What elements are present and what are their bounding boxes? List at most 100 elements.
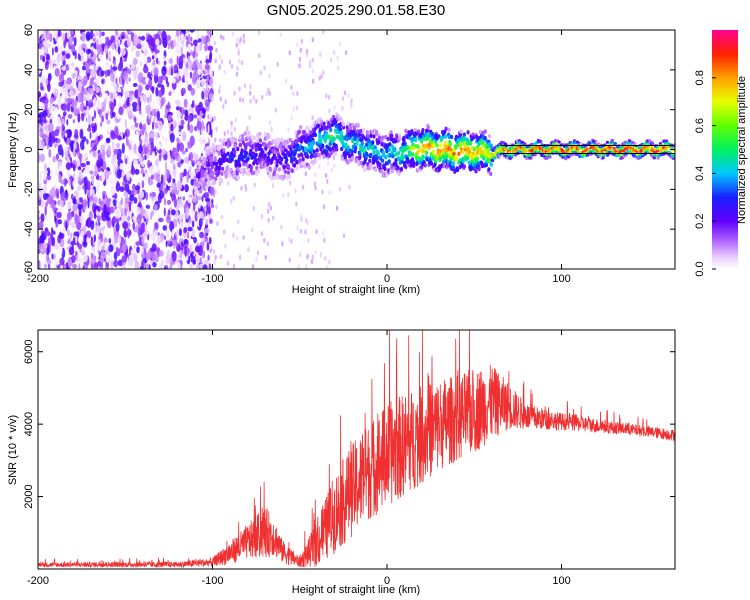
spectrogram-noise-cell bbox=[116, 153, 120, 161]
spectrogram-noise-cell bbox=[182, 75, 185, 82]
spectrogram-signal-cell bbox=[288, 137, 292, 143]
spectrogram-noise-cell bbox=[176, 179, 183, 191]
spectrogram-noise-cell bbox=[167, 101, 171, 112]
spectrogram-faint-cell bbox=[332, 155, 336, 161]
spectrogram-signal-cell bbox=[288, 174, 292, 179]
spectrogram-signal-cell bbox=[370, 165, 374, 170]
spectrogram-noise-cell bbox=[145, 191, 148, 201]
spectrogram-noise-cell bbox=[77, 113, 81, 123]
spectrogram-faint-cell bbox=[211, 97, 214, 103]
spectrogram-faint-cell bbox=[233, 126, 236, 132]
spectrogram-noise-cell bbox=[107, 145, 111, 156]
spectrogram-faint-cell bbox=[314, 249, 317, 255]
spectrogram-signal-cell bbox=[366, 133, 370, 139]
spectrogram-signal-cell bbox=[205, 185, 209, 190]
spectrogram-noise-cell bbox=[155, 57, 159, 65]
spectrogram-noise-cell bbox=[149, 197, 152, 209]
spectrogram-signal-cell bbox=[490, 158, 495, 163]
spectrogram-faint-cell bbox=[215, 126, 218, 132]
spectrogram-noise-cell bbox=[163, 266, 168, 269]
spectrogram-noise-cell bbox=[41, 34, 45, 40]
spectrogram-noise-cell bbox=[96, 210, 99, 216]
spectrogram-faint-cell bbox=[320, 73, 323, 79]
spectrogram-faint-cell bbox=[280, 224, 283, 230]
spectrogram-signal-cell bbox=[457, 151, 461, 156]
spectrogram-noise-cell bbox=[76, 158, 80, 167]
spectrogram-noise-cell bbox=[126, 138, 130, 147]
spectrogram-noise-cell bbox=[154, 116, 158, 124]
spectrogram-faint-cell bbox=[290, 84, 293, 90]
spectrogram-noise-cell bbox=[45, 136, 49, 146]
spectrogram-noise-cell bbox=[157, 90, 163, 97]
spectrogram-noise-cell bbox=[194, 52, 199, 58]
spectrogram-faint-cell bbox=[251, 264, 255, 269]
spectrogram-noise-cell bbox=[123, 70, 128, 82]
spectrogram-noise-cell bbox=[60, 179, 65, 185]
spectrogram-noise-cell bbox=[73, 231, 80, 236]
spectrogram-noise-cell bbox=[100, 86, 105, 93]
spectrogram-noise-cell bbox=[49, 97, 54, 104]
spectrogram-faint-cell bbox=[255, 98, 258, 104]
spectrogram-faint-cell bbox=[328, 259, 331, 265]
spectrogram-noise-cell bbox=[95, 221, 98, 227]
spectrogram-signal-cell bbox=[202, 157, 206, 162]
spectrogram-noise-cell bbox=[144, 132, 149, 143]
spectrogram-signal-cell bbox=[238, 142, 242, 148]
spectrogram-noise-cell bbox=[97, 266, 101, 269]
spectrogram-noise-cell bbox=[43, 174, 47, 182]
spectrogram-faint-cell bbox=[292, 106, 295, 112]
spectrogram-signal-cell bbox=[339, 117, 343, 122]
spectrogram-noise-cell bbox=[119, 162, 125, 170]
spectrogram-noise-cell bbox=[116, 195, 122, 201]
spectrogram-noise-cell bbox=[104, 169, 110, 180]
spectrogram-noise-cell bbox=[71, 255, 76, 263]
spectrogram-signal-cell bbox=[280, 157, 284, 162]
spectrogram-signal-cell bbox=[252, 170, 256, 176]
spectrogram-noise-cell bbox=[128, 143, 132, 151]
spectrogram-faint-cell bbox=[224, 243, 227, 249]
spectrogram-noise-cell bbox=[133, 69, 138, 80]
spectrogram-noise-cell bbox=[47, 109, 50, 117]
spectrogram-noise-cell bbox=[49, 103, 53, 115]
spectrogram-noise-cell bbox=[64, 132, 68, 138]
spectrogram-signal-cell bbox=[489, 143, 493, 149]
spectrogram-noise-cell bbox=[161, 30, 167, 41]
spectrogram-noise-cell bbox=[80, 171, 84, 180]
spectrogram-noise-cell bbox=[138, 231, 141, 238]
spectrogram-signal-cell bbox=[557, 140, 561, 144]
spectrogram-noise-cell bbox=[117, 135, 122, 141]
spectrogram-noise-cell bbox=[40, 213, 45, 223]
spectrogram-signal-cell bbox=[198, 180, 202, 185]
spectrogram-faint-cell bbox=[304, 229, 307, 235]
spectrogram-noise-cell bbox=[123, 190, 127, 197]
spectrogram-noise-cell bbox=[190, 178, 194, 186]
spectrogram-noise-cell bbox=[151, 86, 155, 94]
spectrogram-faint-cell bbox=[248, 115, 251, 121]
spectrogram-signal-cell bbox=[274, 167, 278, 172]
spectrogram-faint-cell bbox=[300, 214, 303, 220]
spectrogram-noise-cell bbox=[52, 155, 56, 163]
spectrogram-faint-cell bbox=[256, 250, 260, 256]
spectrogram-faint-cell bbox=[227, 180, 230, 186]
spectrogram-faint-cell bbox=[241, 97, 245, 103]
spectrogram-noise-cell bbox=[105, 112, 109, 121]
spectrogram-noise-cell bbox=[200, 120, 204, 131]
spectrogram-noise-cell bbox=[48, 195, 54, 204]
spectrogram-noise-cell bbox=[180, 87, 186, 95]
spectrogram-noise-cell bbox=[115, 222, 120, 232]
spectrogram-noise-cell bbox=[135, 224, 139, 233]
spectrogram-faint-cell bbox=[319, 52, 322, 57]
spectrogram-noise-cell bbox=[187, 84, 192, 91]
spectrogram-noise-cell bbox=[153, 67, 159, 76]
spectrogram-noise-cell bbox=[69, 68, 73, 78]
spectrogram-noise-cell bbox=[128, 201, 132, 212]
spectrogram-noise-cell bbox=[132, 82, 138, 88]
colorbar: 0.00.20.40.60.8 Normalized spectral ampl… bbox=[694, 30, 748, 277]
spectrogram-noise-cell bbox=[82, 136, 87, 143]
spectrogram-noise-cell bbox=[144, 146, 149, 155]
spectrogram-noise-cell bbox=[41, 140, 45, 150]
spectrogram-signal-cell bbox=[286, 170, 291, 175]
spectrogram-noise-cell bbox=[77, 92, 83, 104]
